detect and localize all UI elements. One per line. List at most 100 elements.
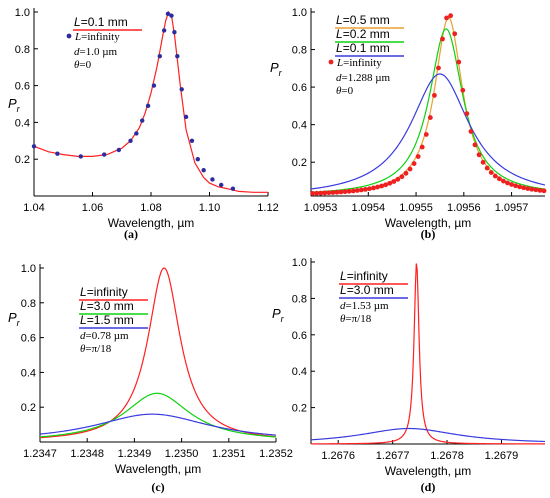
data-point bbox=[399, 174, 405, 180]
data-point bbox=[179, 87, 184, 92]
y-tick-label: 0.2 bbox=[292, 157, 307, 169]
data-point bbox=[169, 13, 174, 18]
series-line bbox=[310, 28, 546, 193]
data-point bbox=[140, 118, 145, 123]
data-point bbox=[395, 176, 401, 182]
legend-label: L=0.5 mm bbox=[336, 13, 390, 27]
annotation: d=1.0 µm bbox=[74, 46, 118, 58]
data-point bbox=[338, 189, 344, 195]
data-point bbox=[505, 180, 510, 186]
annotation: θ=0 bbox=[336, 85, 354, 97]
y-tick-label: 0.8 bbox=[292, 293, 307, 305]
data-point bbox=[427, 115, 433, 120]
data-point bbox=[189, 138, 195, 143]
data-point bbox=[31, 144, 37, 149]
y-tick-label: 0.2 bbox=[21, 402, 36, 414]
y-tick-label: 0.6 bbox=[21, 333, 36, 345]
data-point bbox=[533, 187, 539, 193]
legend-label: L=3.0 mm bbox=[80, 299, 134, 313]
chart-c: 0.2 0.4 0.6 0.8 1.0 1.2347 1.2348 1.2349 1.2350 1… bbox=[8, 263, 293, 494]
annotation: θ=π/18 bbox=[80, 343, 112, 355]
data-point bbox=[350, 188, 356, 194]
series-line bbox=[39, 413, 277, 436]
data-point bbox=[419, 144, 425, 150]
data-point bbox=[525, 186, 531, 191]
x-axis-label: Wavelength, µm bbox=[108, 216, 195, 230]
y-tick-label: 1.0 bbox=[21, 263, 36, 275]
data-point bbox=[403, 170, 409, 176]
series-line bbox=[310, 427, 546, 443]
data-point bbox=[415, 154, 421, 159]
data-point bbox=[513, 183, 518, 189]
legend-label: L=infinity bbox=[80, 285, 128, 299]
data-point bbox=[472, 142, 478, 148]
y-tick-label: 1.0 bbox=[292, 7, 307, 19]
data-point bbox=[342, 189, 348, 195]
data-point bbox=[509, 182, 514, 187]
y-axis-label: Pr bbox=[272, 306, 285, 324]
data-point bbox=[464, 111, 470, 116]
data-point bbox=[175, 53, 180, 59]
y-tick-label: 0.2 bbox=[292, 403, 307, 415]
data-point bbox=[541, 188, 547, 194]
data-point bbox=[157, 53, 162, 59]
y-axis-label: Pr bbox=[270, 60, 283, 78]
y-tick-label: 0.4 bbox=[15, 117, 30, 129]
annotation: d=1.288 µm bbox=[336, 72, 391, 84]
x-tick-label: 1.0956 bbox=[447, 202, 481, 214]
data-point bbox=[326, 190, 332, 196]
y-tick-label: 0.6 bbox=[15, 81, 30, 93]
x-tick-label: 1.0954 bbox=[351, 202, 385, 214]
data-point bbox=[318, 190, 324, 196]
y-tick-label: 1.0 bbox=[15, 7, 30, 19]
data-point bbox=[529, 186, 535, 192]
y-tick-label: 0.8 bbox=[15, 44, 30, 56]
data-point bbox=[537, 187, 543, 193]
data-point bbox=[354, 188, 360, 193]
x-tick-label: 1.2349 bbox=[118, 448, 152, 460]
data-point bbox=[367, 186, 372, 192]
x-tick-label: 1.2348 bbox=[70, 448, 104, 460]
data-point bbox=[183, 114, 189, 120]
x-tick-label: 1.0957 bbox=[495, 202, 529, 214]
data-point bbox=[468, 129, 474, 134]
legend-marker bbox=[328, 59, 334, 65]
x-tick-label: 1.2347 bbox=[23, 448, 57, 460]
data-point bbox=[521, 185, 527, 191]
annotation: θ=π/18 bbox=[340, 313, 372, 325]
annotation: d=1.53 µm bbox=[340, 300, 389, 312]
x-tick-label: 1.2678 bbox=[430, 450, 464, 462]
data-point bbox=[310, 191, 316, 196]
legend-label: L=0.1 mm bbox=[74, 15, 128, 29]
data-point bbox=[407, 166, 413, 172]
data-point bbox=[116, 147, 122, 153]
data-point bbox=[145, 103, 151, 109]
y-tick-label: 0.8 bbox=[292, 45, 307, 57]
y-tick-label: 0.4 bbox=[21, 367, 36, 379]
data-point bbox=[501, 178, 506, 184]
x-tick-label: 1.06 bbox=[82, 202, 103, 214]
chart-b: 0.2 0.4 0.6 0.8 1.0 1.0953 1.0954 1.0955 1.0956 1… bbox=[270, 7, 547, 241]
data-point bbox=[165, 11, 171, 17]
data-point bbox=[371, 185, 376, 191]
x-axis-label: Wavelength, µm bbox=[385, 216, 472, 230]
data-point bbox=[314, 190, 320, 196]
data-point bbox=[379, 183, 385, 189]
y-axis-label: Pr bbox=[8, 310, 21, 328]
panel-label: (a) bbox=[124, 227, 138, 241]
data-point bbox=[230, 186, 236, 191]
x-tick-label: 1.2351 bbox=[212, 448, 246, 460]
data-point bbox=[78, 154, 84, 159]
data-point bbox=[448, 13, 454, 19]
data-point bbox=[322, 190, 328, 196]
panel-label: (b) bbox=[421, 227, 436, 241]
data-point bbox=[102, 152, 107, 157]
data-point bbox=[423, 132, 429, 137]
data-point bbox=[456, 59, 462, 65]
series-line bbox=[33, 10, 268, 193]
y-tick-label: 0.6 bbox=[292, 330, 307, 342]
data-point bbox=[480, 159, 486, 165]
series-line bbox=[310, 73, 546, 190]
x-tick-label: 1.0953 bbox=[304, 202, 338, 214]
